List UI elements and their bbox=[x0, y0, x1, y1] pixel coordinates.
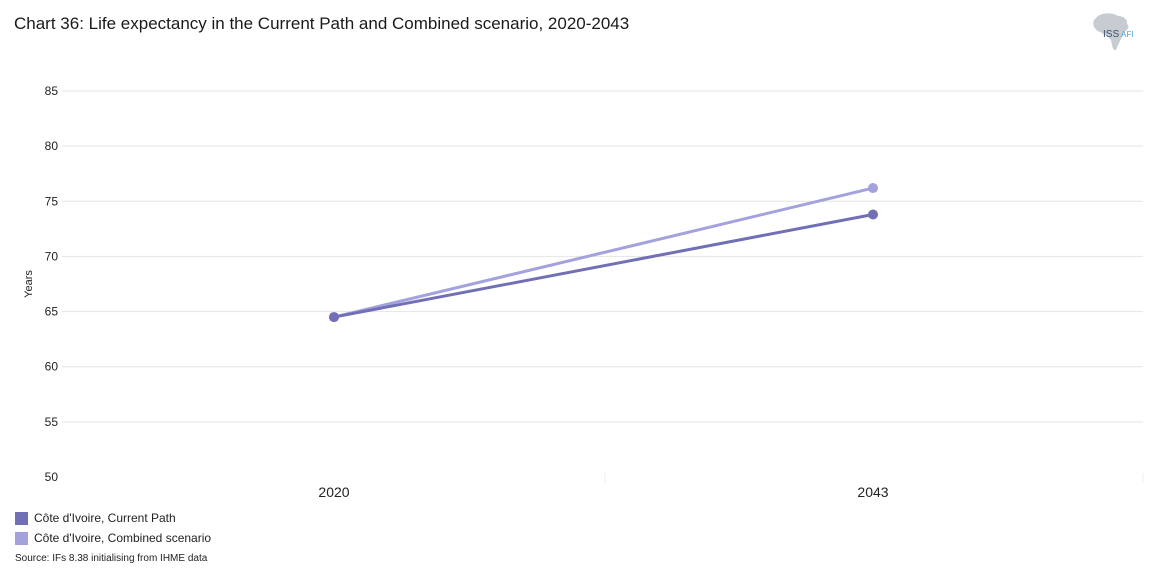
legend-swatch-current-path bbox=[15, 511, 28, 525]
y-tick-label: 80 bbox=[45, 139, 59, 153]
y-axis-title: Years bbox=[23, 270, 35, 298]
y-tick-label: 60 bbox=[45, 360, 59, 374]
legend-item-current-path: Côte d'Ivoire, Current Path bbox=[15, 508, 211, 528]
x-tick-label: 2043 bbox=[857, 484, 888, 500]
logo-sub: AFI bbox=[1121, 30, 1134, 39]
y-tick-label: 75 bbox=[45, 194, 59, 208]
legend-label-combined-scenario: Côte d'Ivoire, Combined scenario bbox=[34, 531, 212, 545]
x-tick-label: 2020 bbox=[318, 484, 349, 500]
legend: Côte d'Ivoire, Current Path Côte d'Ivoir… bbox=[15, 508, 211, 548]
logo-main: ISS bbox=[1103, 29, 1120, 40]
africa-logo-icon bbox=[1093, 13, 1129, 51]
data-point-0-1 bbox=[868, 209, 878, 220]
y-tick-label: 85 bbox=[45, 84, 59, 98]
line-chart: 50 55 60 65 70 75 80 85 2020 2043 Years bbox=[23, 84, 1144, 500]
legend-item-combined-scenario: Côte d'Ivoire, Combined scenario bbox=[15, 528, 211, 548]
source-note: Source: IFs 8.38 initialising from IHME … bbox=[15, 553, 208, 564]
series-line-0 bbox=[333, 213, 874, 319]
y-tick-label: 65 bbox=[45, 305, 59, 319]
legend-swatch-combined-scenario bbox=[15, 531, 28, 545]
data-point-1-1 bbox=[868, 183, 878, 194]
y-tick-label: 55 bbox=[45, 415, 59, 429]
logo-text: ISS AFI bbox=[1103, 29, 1134, 40]
y-tick-label: 70 bbox=[45, 249, 59, 263]
series-line-1 bbox=[333, 186, 874, 319]
data-point-0-0 bbox=[329, 312, 339, 323]
y-tick-label: 50 bbox=[45, 470, 59, 484]
chart-title: Chart 36: Life expectancy in the Current… bbox=[14, 14, 630, 33]
legend-label-current-path: Côte d'Ivoire, Current Path bbox=[34, 511, 176, 525]
